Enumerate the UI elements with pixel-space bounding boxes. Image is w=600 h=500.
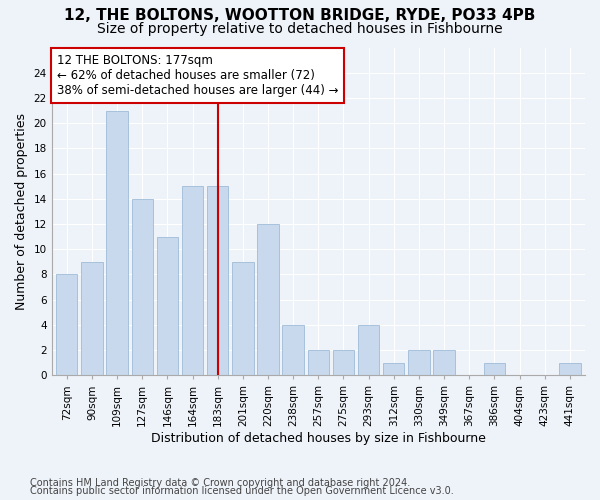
- Bar: [81, 262, 103, 376]
- Bar: [182, 186, 203, 376]
- Text: 12 THE BOLTONS: 177sqm
← 62% of detached houses are smaller (72)
38% of semi-det: 12 THE BOLTONS: 177sqm ← 62% of detached…: [57, 54, 338, 97]
- Text: Contains public sector information licensed under the Open Government Licence v3: Contains public sector information licen…: [30, 486, 454, 496]
- Bar: [257, 224, 279, 376]
- Text: Contains HM Land Registry data © Crown copyright and database right 2024.: Contains HM Land Registry data © Crown c…: [30, 478, 410, 488]
- Bar: [383, 362, 404, 376]
- X-axis label: Distribution of detached houses by size in Fishbourne: Distribution of detached houses by size …: [151, 432, 486, 445]
- Bar: [433, 350, 455, 376]
- Bar: [157, 236, 178, 376]
- Text: Size of property relative to detached houses in Fishbourne: Size of property relative to detached ho…: [97, 22, 503, 36]
- Bar: [131, 199, 153, 376]
- Bar: [106, 110, 128, 376]
- Y-axis label: Number of detached properties: Number of detached properties: [15, 113, 28, 310]
- Bar: [232, 262, 254, 376]
- Bar: [484, 362, 505, 376]
- Bar: [408, 350, 430, 376]
- Bar: [559, 362, 581, 376]
- Text: 12, THE BOLTONS, WOOTTON BRIDGE, RYDE, PO33 4PB: 12, THE BOLTONS, WOOTTON BRIDGE, RYDE, P…: [64, 8, 536, 22]
- Bar: [308, 350, 329, 376]
- Bar: [283, 325, 304, 376]
- Bar: [207, 186, 229, 376]
- Bar: [358, 325, 379, 376]
- Bar: [56, 274, 77, 376]
- Bar: [333, 350, 354, 376]
